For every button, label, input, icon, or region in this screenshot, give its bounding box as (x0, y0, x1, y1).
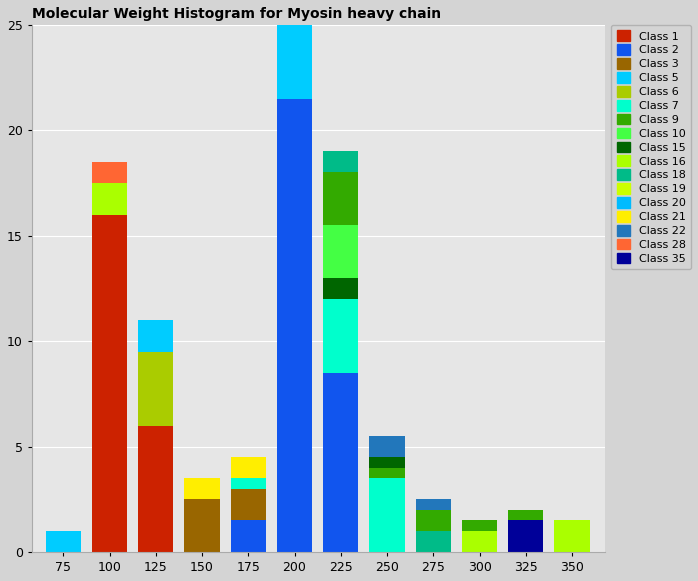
Bar (231, 489, 266, 521)
Bar (323, 173, 358, 225)
Bar (369, 478, 405, 552)
Bar (369, 457, 405, 468)
Bar (508, 521, 543, 552)
Bar (46, 531, 81, 552)
Bar (277, 25, 312, 99)
Bar (92, 183, 127, 214)
Bar (138, 320, 173, 352)
Bar (231, 478, 266, 489)
Bar (138, 352, 173, 425)
Bar (323, 278, 358, 299)
Legend: Class 1, Class 2, Class 3, Class 5, Class 6, Class 7, Class 9, Class 10, Class 1: Class 1, Class 2, Class 3, Class 5, Clas… (611, 25, 692, 270)
Bar (184, 478, 220, 499)
Bar (92, 162, 127, 183)
Bar (92, 214, 127, 552)
Bar (508, 510, 543, 521)
Bar (277, 99, 312, 552)
Bar (323, 299, 358, 373)
Bar (369, 436, 405, 457)
Bar (231, 521, 266, 552)
Bar (416, 499, 451, 510)
Bar (369, 468, 405, 478)
Bar (323, 152, 358, 173)
Text: Molecular Weight Histogram for Myosin heavy chain: Molecular Weight Histogram for Myosin he… (32, 7, 441, 21)
Bar (323, 225, 358, 278)
Bar (323, 373, 358, 552)
Bar (231, 457, 266, 478)
Bar (416, 531, 451, 552)
Bar (416, 510, 451, 531)
Bar (462, 521, 497, 531)
Bar (184, 499, 220, 552)
Bar (462, 531, 497, 552)
Bar (554, 521, 590, 552)
Bar (138, 425, 173, 552)
